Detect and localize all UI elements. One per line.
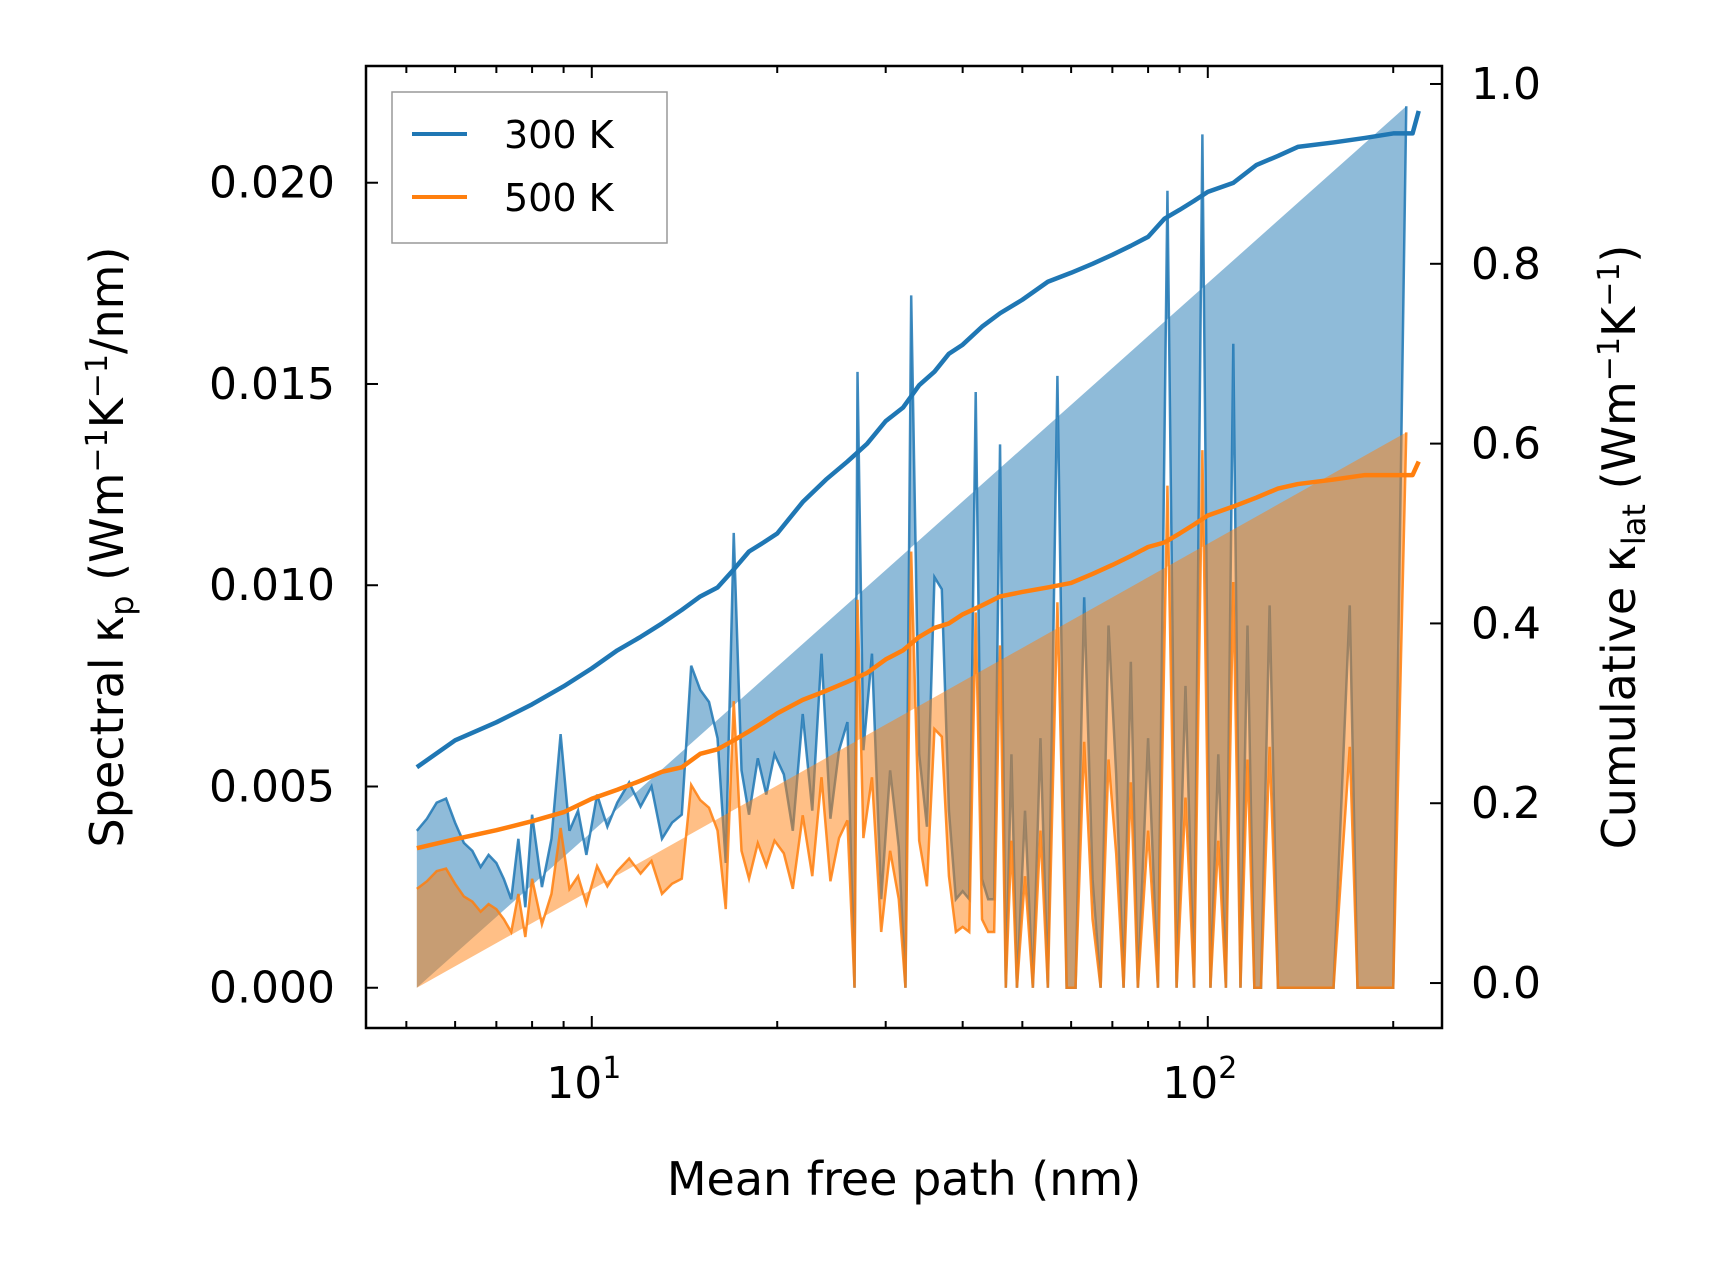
legend-label-300k: 300 K (504, 113, 615, 157)
legend: 300 K 500 K (391, 91, 668, 244)
plot-frame (364, 64, 1444, 1030)
x-tick-label: 101 (546, 1051, 621, 1109)
x-tick-label: 102 (1162, 1051, 1237, 1109)
y-right-tick-label: 1.0 (1471, 59, 1541, 110)
y-right-tick-label: 0.4 (1471, 598, 1541, 649)
y-left-tick-label: 0.005 (209, 761, 335, 812)
spectral-500k-area (416, 432, 1407, 988)
line-layer (415, 110, 1421, 851)
y-left-tick-label: 0.020 (209, 158, 335, 209)
tick-layer: 101 102 0.000 0.005 0.010 0.015 0.020 0.0 0.2 0.4… (209, 59, 1541, 1109)
y-axis-left-label: Spectral κp (Wm−1K−1/nm) (80, 247, 141, 848)
y-left-tick-label: 0.000 (209, 963, 335, 1014)
y-left-tick-label: 0.010 (209, 560, 335, 611)
y-right-tick-label: 0.2 (1471, 778, 1541, 829)
cumulative-500k-line (416, 460, 1421, 851)
y-right-tick-label: 0.8 (1471, 239, 1541, 290)
y-left-tick-label: 0.015 (209, 359, 335, 410)
cumulative-300k-line (415, 110, 1421, 770)
x-axis-label: Mean free path (nm) (667, 1152, 1141, 1206)
y-axis-right-label: Cumulative κlat (Wm−1K−1) (1592, 245, 1653, 850)
legend-label-500k: 500 K (504, 176, 615, 220)
y-right-tick-label: 0.0 (1471, 958, 1541, 1009)
y-right-tick-label: 0.6 (1471, 419, 1541, 470)
fill-layer (415, 106, 1408, 989)
spectral-500k-line (416, 432, 1408, 989)
legend-frame (391, 91, 668, 244)
